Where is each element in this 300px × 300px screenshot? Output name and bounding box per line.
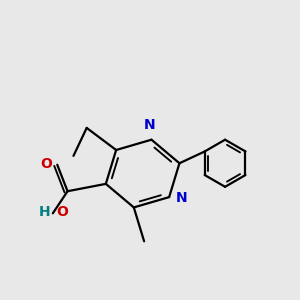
Text: O: O	[56, 205, 68, 219]
Text: N: N	[176, 191, 187, 205]
Text: O: O	[40, 157, 52, 171]
Text: N: N	[143, 118, 155, 132]
Text: H: H	[38, 205, 50, 219]
